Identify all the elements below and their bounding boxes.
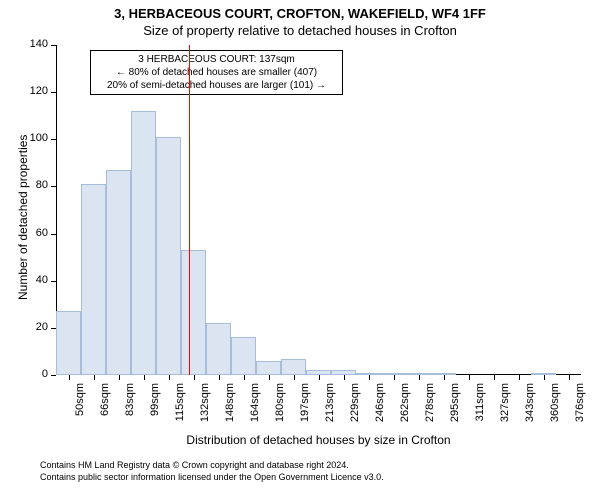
x-tick-label: 115sqm: [174, 383, 186, 433]
x-tick-mark: [469, 375, 470, 380]
x-tick-label: 213sqm: [324, 383, 336, 433]
footer-line-2: Contains public sector information licen…: [40, 472, 384, 484]
x-tick-mark: [394, 375, 395, 380]
histogram-bar: [281, 359, 306, 376]
x-tick-mark: [94, 375, 95, 380]
x-tick-mark: [194, 375, 195, 380]
x-tick-mark: [294, 375, 295, 380]
x-tick-label: 66sqm: [99, 383, 111, 433]
x-tick-label: 376sqm: [574, 383, 586, 433]
x-tick-label: 180sqm: [274, 383, 286, 433]
annotation-box: 3 HERBACEOUS COURT: 137sqm ← 80% of deta…: [90, 50, 343, 95]
x-tick-mark: [119, 375, 120, 380]
title-subtitle: Size of property relative to detached ho…: [0, 21, 600, 42]
y-tick-label: 140: [22, 38, 48, 50]
y-tick-label: 20: [22, 321, 48, 333]
histogram-bar: [106, 170, 131, 375]
x-tick-label: 229sqm: [349, 383, 361, 433]
x-tick-mark: [169, 375, 170, 380]
x-tick-label: 295sqm: [449, 383, 461, 433]
x-tick-mark: [144, 375, 145, 380]
x-tick-mark: [519, 375, 520, 380]
annotation-line-3: 20% of semi-detached houses are larger (…: [95, 79, 338, 92]
x-tick-label: 50sqm: [74, 383, 86, 433]
y-tick-mark: [51, 139, 56, 140]
x-tick-mark: [69, 375, 70, 380]
annotation-line-1: 3 HERBACEOUS COURT: 137sqm: [95, 53, 338, 66]
y-tick-mark: [51, 234, 56, 235]
footer-line-1: Contains HM Land Registry data © Crown c…: [40, 460, 384, 472]
x-tick-label: 197sqm: [299, 383, 311, 433]
x-tick-mark: [344, 375, 345, 380]
y-tick-label: 60: [22, 227, 48, 239]
histogram-bar: [256, 361, 281, 375]
y-tick-label: 100: [22, 132, 48, 144]
y-tick-mark: [51, 45, 56, 46]
x-tick-label: 311sqm: [474, 383, 486, 433]
x-tick-mark: [269, 375, 270, 380]
x-tick-mark: [544, 375, 545, 380]
x-tick-mark: [444, 375, 445, 380]
y-tick-label: 80: [22, 179, 48, 191]
x-tick-label: 343sqm: [524, 383, 536, 433]
y-tick-label: 120: [22, 85, 48, 97]
y-tick-mark: [51, 375, 56, 376]
x-tick-label: 83sqm: [124, 383, 136, 433]
x-tick-label: 327sqm: [499, 383, 511, 433]
reference-line: [189, 45, 190, 375]
x-tick-mark: [369, 375, 370, 380]
x-tick-mark: [244, 375, 245, 380]
y-tick-mark: [51, 281, 56, 282]
x-tick-label: 164sqm: [249, 383, 261, 433]
x-tick-label: 246sqm: [374, 383, 386, 433]
x-tick-label: 132sqm: [199, 383, 211, 433]
histogram-bar: [181, 250, 206, 375]
y-tick-mark: [51, 186, 56, 187]
x-tick-label: 99sqm: [149, 383, 161, 433]
x-tick-mark: [494, 375, 495, 380]
title-address: 3, HERBACEOUS COURT, CROFTON, WAKEFIELD,…: [0, 0, 600, 21]
x-tick-mark: [569, 375, 570, 380]
x-tick-label: 262sqm: [399, 383, 411, 433]
x-tick-label: 278sqm: [424, 383, 436, 433]
x-axis-label: Distribution of detached houses by size …: [56, 433, 581, 447]
y-tick-label: 40: [22, 274, 48, 286]
histogram-bar: [206, 323, 231, 375]
histogram-bar: [56, 311, 81, 375]
annotation-line-2: ← 80% of detached houses are smaller (40…: [95, 66, 338, 79]
x-tick-mark: [219, 375, 220, 380]
x-tick-mark: [319, 375, 320, 380]
y-tick-label: 0: [22, 368, 48, 380]
histogram-bar: [131, 111, 156, 375]
histogram-bar: [156, 137, 181, 375]
footer-attribution: Contains HM Land Registry data © Crown c…: [40, 460, 384, 483]
y-tick-mark: [51, 92, 56, 93]
x-tick-label: 360sqm: [549, 383, 561, 433]
x-tick-label: 148sqm: [224, 383, 236, 433]
histogram-bar: [81, 184, 106, 375]
histogram-bar: [231, 337, 256, 375]
x-tick-mark: [419, 375, 420, 380]
